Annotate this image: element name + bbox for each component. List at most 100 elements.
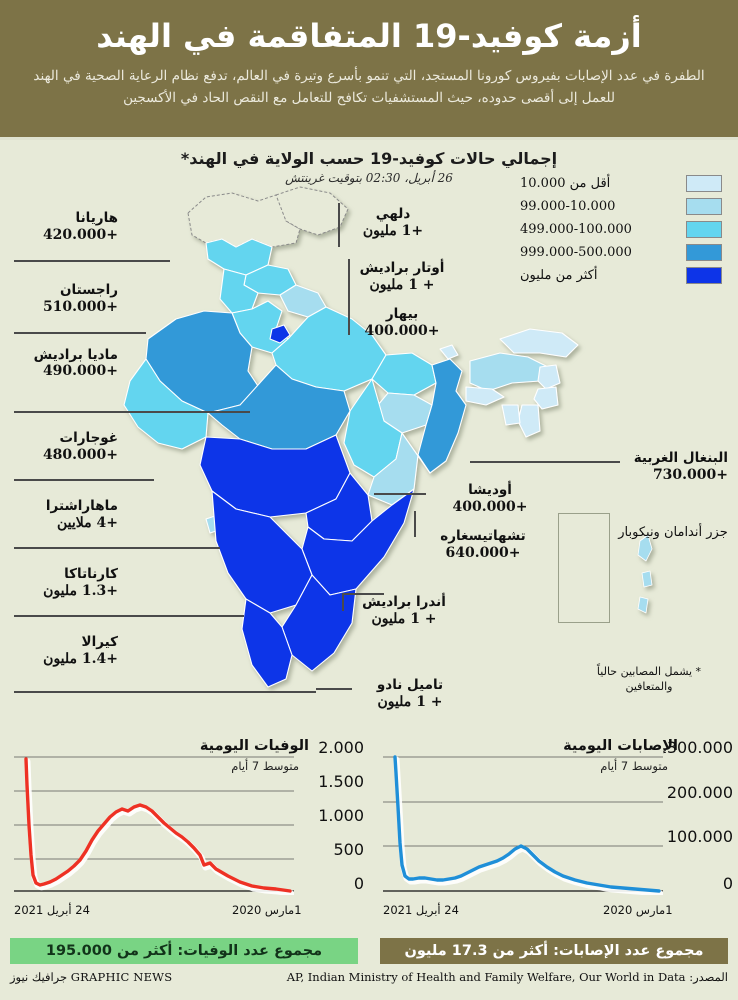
state-tamil-nadu bbox=[281, 574, 357, 672]
chart-cases-series-shadow bbox=[393, 756, 663, 895]
callout-delhi-name: دلهي bbox=[375, 206, 411, 222]
legend-label-gt1m: أكثر من مليون bbox=[520, 268, 598, 283]
chart-deaths-plot bbox=[14, 756, 294, 895]
andaman-inset-box bbox=[558, 513, 610, 623]
xlabel-deaths-end: 24 أبريل 2021 bbox=[14, 903, 90, 917]
leader-line-chhattisgarh bbox=[414, 511, 416, 537]
callout-uttar-pradesh-name: أوتار براديش bbox=[359, 260, 445, 276]
state-kashmir-valley bbox=[205, 238, 273, 276]
callout-bihar-name: بيهار bbox=[385, 306, 419, 322]
leader-line-delhi bbox=[338, 203, 340, 247]
callout-madhya-pradesh: ماديا براديش +490.000 bbox=[10, 347, 118, 380]
state-kerala bbox=[241, 598, 293, 688]
callout-madhya-pradesh-value: +490.000 bbox=[42, 363, 118, 380]
legend-swatch-100k-499k bbox=[686, 221, 722, 238]
chart-cases-yaxis: 300.000 200.000 100.000 0 bbox=[665, 735, 737, 895]
map-title: إجمالي حالات كوفيد-19 حسب الولاية في اله… bbox=[180, 149, 558, 168]
total-cases-bar: مجموع عدد الإصابات: أكثر من 17.3 مليون bbox=[380, 938, 728, 964]
leader-line-madhya-pradesh bbox=[14, 411, 250, 413]
callout-andhra-pradesh: أندرا براديش + 1 مليون bbox=[344, 594, 464, 627]
callout-andhra-pradesh-name: أندرا براديش bbox=[362, 594, 446, 610]
chart-deaths-title: الوفيات اليومية bbox=[199, 738, 309, 754]
state-ladakh bbox=[275, 186, 349, 236]
state-delhi bbox=[269, 324, 291, 344]
callout-west-bengal: البنغال الغربية +730.000 bbox=[598, 450, 728, 483]
map-panel: إجمالي حالات كوفيد-19 حسب الولاية في اله… bbox=[0, 143, 738, 735]
callout-uttar-pradesh-value: + 1 مليون bbox=[369, 276, 435, 293]
state-andaman-nicobar bbox=[637, 534, 653, 614]
callout-bihar-value: +400.000 bbox=[364, 322, 440, 339]
callout-west-bengal-name: البنغال الغربية bbox=[633, 450, 728, 466]
legend-swatch-10k-99k bbox=[686, 198, 722, 215]
legend-label-lt10k: أقل من 10.000 bbox=[520, 176, 611, 191]
callout-haryana-name: هاريانا bbox=[75, 210, 118, 226]
header-divider bbox=[0, 137, 738, 140]
legend-item: 99.000-10.000 bbox=[512, 196, 722, 217]
callout-rajasthan-name: راجستان bbox=[60, 282, 118, 298]
state-west-bengal bbox=[417, 358, 467, 474]
legend-label-500k-999k: 999.000-500.000 bbox=[520, 245, 632, 260]
leader-line-kerala bbox=[14, 691, 316, 693]
ytick-cases-300000: 300.000 bbox=[666, 738, 733, 757]
leader-line-andhra-pradesh bbox=[342, 593, 344, 611]
callout-rajasthan-value: +510.000 bbox=[42, 298, 118, 315]
callout-uttar-pradesh: أوتار براديش + 1 مليون bbox=[342, 260, 462, 293]
legend-item: أقل من 10.000 bbox=[512, 173, 722, 194]
ytick-cases-0: 0 bbox=[722, 874, 733, 893]
callout-gujarat-value: +480.000 bbox=[42, 446, 118, 463]
callout-tamil-nadu: تاميل نادو + 1 مليون bbox=[350, 677, 470, 710]
chart-daily-cases: الإصابات اليومية متوسط 7 أيام 300.000 20… bbox=[369, 735, 738, 931]
callout-kerala-name: كيرالا bbox=[81, 634, 118, 650]
ytick-deaths-500: 500 bbox=[333, 840, 364, 859]
charts-row: الوفيات اليومية متوسط 7 أيام 2.000 1.500… bbox=[0, 735, 738, 931]
callout-chhattisgarh-name: تشهاتيسغاره bbox=[440, 528, 526, 544]
callout-bihar: بيهار +400.000 bbox=[342, 306, 462, 339]
brand-credit: GRAPHIC NEWS جرافيك نيوز bbox=[10, 970, 190, 984]
ytick-deaths-0: 0 bbox=[353, 874, 364, 893]
callout-karnataka-name: كارناتاكا bbox=[64, 566, 118, 582]
callout-maharashtra: ماهاراشترا +4 ملايين bbox=[10, 498, 118, 531]
chart-cases-plot bbox=[383, 755, 663, 895]
source-credit: المصدر: AP, Indian Ministry of Health an… bbox=[286, 970, 728, 984]
leader-line-odisha bbox=[374, 493, 426, 495]
legend-swatch-gt1m bbox=[686, 267, 722, 284]
page-title: أزمة كوفيد-19 المتفاقمة في الهند bbox=[96, 17, 642, 55]
leader-line-tamil-nadu bbox=[316, 688, 352, 690]
state-bihar bbox=[371, 352, 437, 396]
leader-line-gujarat bbox=[14, 479, 154, 481]
brand-name-ar: جرافيك نيوز bbox=[10, 970, 68, 984]
callout-gujarat-name: غوجارات bbox=[59, 430, 118, 446]
state-tripura bbox=[501, 404, 521, 426]
callout-west-bengal-value: +730.000 bbox=[652, 466, 728, 483]
xlabel-cases-end: 24 أبريل 2021 bbox=[383, 903, 459, 917]
chart-daily-deaths: الوفيات اليومية متوسط 7 أيام 2.000 1.500… bbox=[0, 735, 369, 931]
leader-line-west-bengal bbox=[470, 461, 620, 463]
map-subtitle: 26 أبريل، 02:30 بتوقيت غرينتش bbox=[285, 171, 453, 185]
ytick-deaths-1000: 1.000 bbox=[318, 806, 364, 825]
leader-line-maharashtra bbox=[14, 547, 220, 549]
callout-odisha: أوديشا +400.000 bbox=[430, 482, 550, 515]
andaman-islands-label: جزر أندامان ونيكوبار bbox=[618, 525, 728, 540]
chart-deaths-gridlines bbox=[14, 756, 294, 892]
state-punjab bbox=[219, 268, 259, 314]
leader-line-haryana bbox=[14, 260, 170, 262]
callout-haryana: هاريانا +420.000 bbox=[10, 210, 118, 243]
state-meghalaya bbox=[465, 386, 505, 406]
total-deaths-bar: مجموع عدد الوفيات: أكثر من 195.000 bbox=[10, 938, 358, 964]
ytick-cases-100000: 100.000 bbox=[666, 827, 733, 846]
xlabel-cases-start: 1مارس 2020 bbox=[603, 903, 673, 917]
chart-cases-series bbox=[393, 755, 661, 893]
callout-chhattisgarh: تشهاتيسغاره +640.000 bbox=[418, 528, 548, 561]
callout-delhi-value: +1 مليون bbox=[362, 222, 424, 239]
callout-haryana-value: +420.000 bbox=[42, 226, 118, 243]
callout-gujarat: غوجارات +480.000 bbox=[10, 430, 118, 463]
chart-deaths-yaxis: 2.000 1.500 1.000 500 0 bbox=[296, 735, 368, 895]
xlabel-deaths-start: 1مارس 2020 bbox=[232, 903, 302, 917]
leader-line-uttar-pradesh bbox=[348, 259, 350, 335]
state-sikkim bbox=[439, 344, 459, 360]
callout-andhra-pradesh-value: + 1 مليون bbox=[371, 610, 437, 627]
ytick-cases-200000: 200.000 bbox=[666, 783, 733, 802]
state-mizoram bbox=[517, 404, 541, 438]
map-legend: أقل من 10.000 99.000-10.000 499.000-100.… bbox=[512, 173, 722, 288]
